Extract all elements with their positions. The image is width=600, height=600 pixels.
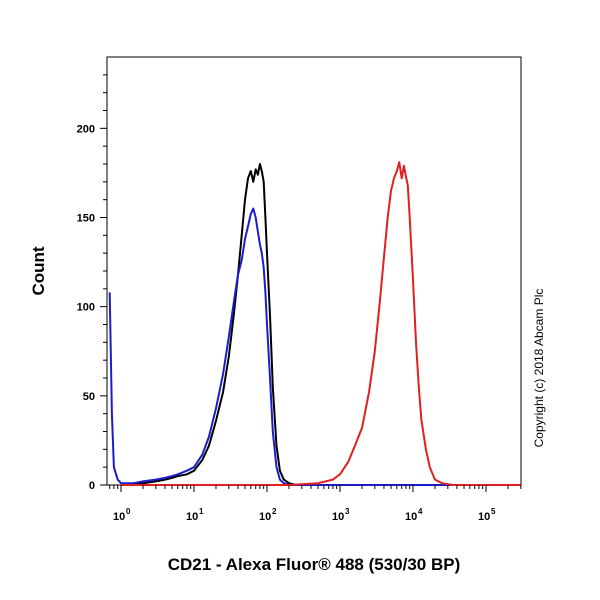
plot-area [106,56,522,486]
x-tick-label: 10 [113,511,125,523]
x-tick-label: 10 [405,511,417,523]
x-tick-label: 10 [478,511,490,523]
x-tick-label: 10 [332,511,344,523]
series-curves [108,161,521,486]
x-tick-exponent: 0 [126,507,131,516]
series-line-1 [120,163,521,486]
x-axis: 10 0 10 1 10 2 10 3 10 4 10 5 [109,485,522,523]
copyright-annotation: Copyright (c) 2018 Abcam Plc [532,289,546,448]
y-axis: 0 50 100 150 200 [77,74,107,492]
y-tick-label: 50 [83,391,95,403]
x-tick-label: 10 [259,511,271,523]
y-tick-label: 100 [77,302,95,314]
x-tick-exponent: 5 [491,507,496,516]
x-tick-exponent: 3 [345,507,350,516]
series-line-3 [121,161,521,486]
y-axis-title: Count [29,246,48,295]
y-tick-label: 0 [89,480,95,492]
series-line-2 [108,207,521,486]
x-tick-label: 10 [186,511,198,523]
x-tick-exponent: 2 [272,507,277,516]
y-tick-label: 150 [77,213,95,225]
y-tick-label: 200 [77,123,95,135]
x-tick-exponent: 1 [199,507,204,516]
x-tick-exponent: 4 [418,507,423,516]
x-axis-title: CD21 - Alexa Fluor® 488 (530/30 BP) [168,555,461,574]
